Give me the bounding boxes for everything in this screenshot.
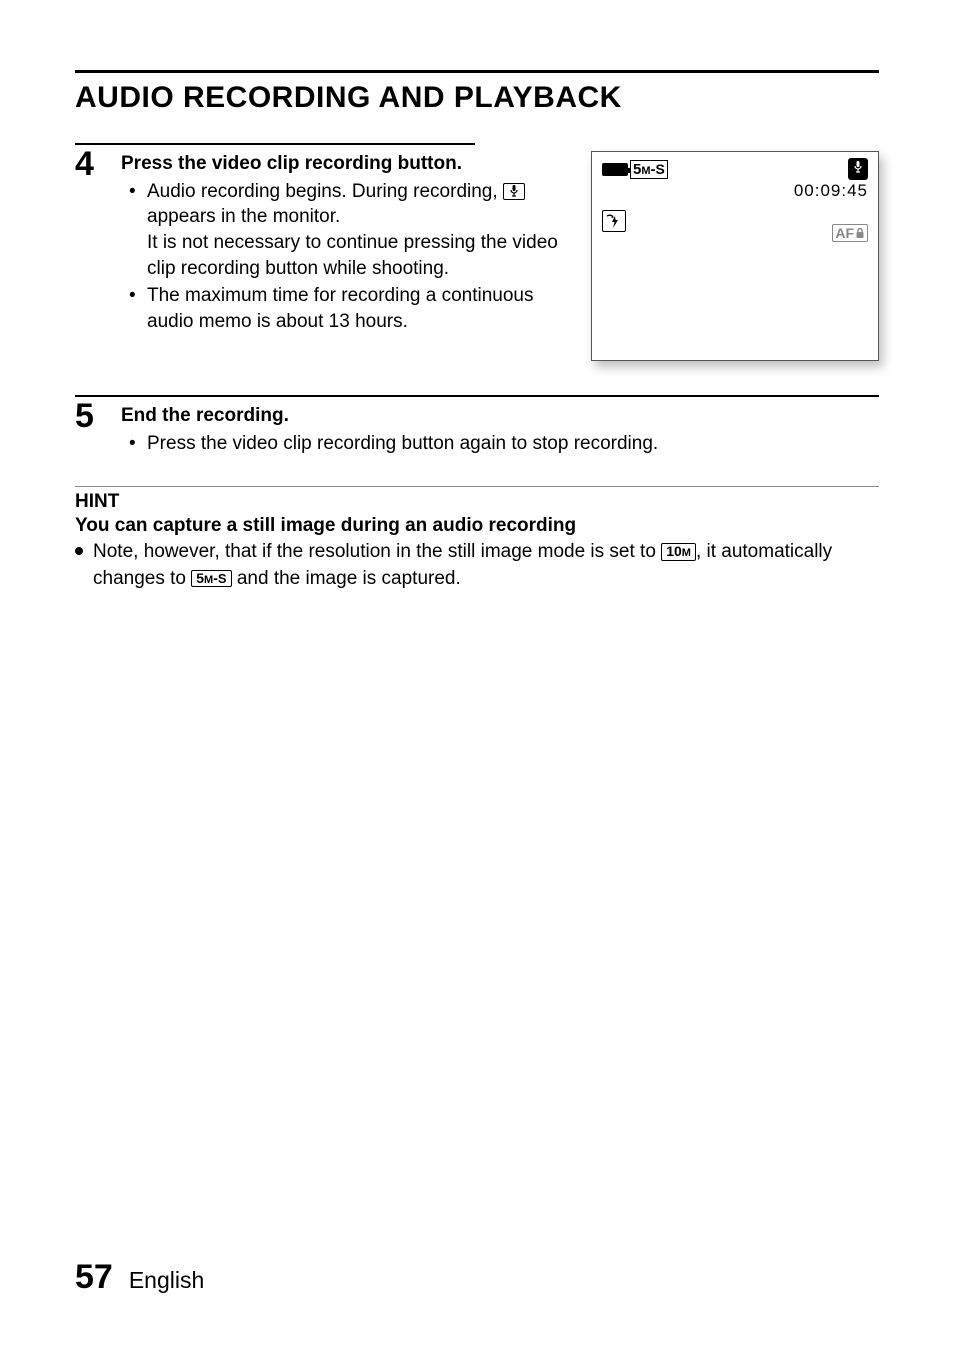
step-5-heading: End the recording. xyxy=(121,403,879,429)
monitor-preview: 5M-S 00:09:45 AF xyxy=(591,151,879,361)
hint-bullet: Note, however, that if the resolution in… xyxy=(75,539,879,592)
step-5: 5 End the recording. Press the video cli… xyxy=(75,403,879,458)
step-5-bullet-1: Press the video clip recording button ag… xyxy=(129,431,879,457)
page-title: AUDIO RECORDING AND PLAYBACK xyxy=(75,81,879,115)
mon-res-num: 5 xyxy=(633,161,641,178)
monitor-top-right: 00:09:45 xyxy=(794,158,868,201)
step-5-divider xyxy=(75,395,879,397)
step-4-bullet-2: The maximum time for recording a continu… xyxy=(129,283,561,334)
step-4-left: 4 Press the video clip recording button.… xyxy=(75,151,561,336)
top-rule xyxy=(75,70,879,73)
af-lock-icon: AF xyxy=(832,224,868,242)
step-4-body: Press the video clip recording button. A… xyxy=(121,151,561,336)
hint-block: HINT You can capture a still image durin… xyxy=(75,486,879,592)
step-4-row: 4 Press the video clip recording button.… xyxy=(75,151,561,336)
step-4-divider xyxy=(75,143,475,145)
step-5-bullets: Press the video clip recording button ag… xyxy=(121,431,879,457)
af-text: AF xyxy=(835,225,854,241)
page-language: English xyxy=(129,1267,204,1294)
page-footer: 57 English xyxy=(75,1258,204,1297)
mic-icon xyxy=(503,183,525,200)
monitor-time: 00:09:45 xyxy=(794,181,868,201)
flash-auto-icon xyxy=(602,210,626,232)
monitor-top-left: 5M-S xyxy=(602,160,668,179)
step-4-bullets: Audio recording begins. During recording… xyxy=(121,179,561,335)
hint-subtitle: You can capture a still image during an … xyxy=(75,515,879,537)
step-4-bullet-1-pre: Audio recording begins. During recording… xyxy=(147,181,503,202)
battery-icon xyxy=(602,163,628,176)
res-5ms-icon: 5M-S xyxy=(191,570,231,587)
hint-text-pre: Note, however, that if the resolution in… xyxy=(93,541,661,562)
hint-rule xyxy=(75,486,879,487)
mon-res-s: S xyxy=(656,161,665,177)
step-4-number: 4 xyxy=(75,147,103,181)
step-5-number: 5 xyxy=(75,399,103,433)
hint-text-post: and the image is captured. xyxy=(232,568,461,589)
page-number: 57 xyxy=(75,1258,113,1297)
step-4-heading: Press the video clip recording button. xyxy=(121,151,561,177)
res-10m-icon: 10M xyxy=(661,543,696,560)
step-4-bullet-1-post: appears in the monitor. xyxy=(147,206,340,227)
monitor-resolution-5ms: 5M-S xyxy=(630,160,668,179)
step-4: 4 Press the video clip recording button.… xyxy=(75,151,879,361)
step-4-note: It is not necessary to continue pressing… xyxy=(147,230,561,281)
hint-title: HINT xyxy=(75,491,879,513)
step-5-body: End the recording. Press the video clip … xyxy=(121,403,879,458)
mon-res-m: M xyxy=(641,165,650,177)
step-4-bullet-1: Audio recording begins. During recording… xyxy=(129,179,561,282)
monitor-mic-icon xyxy=(848,158,868,180)
